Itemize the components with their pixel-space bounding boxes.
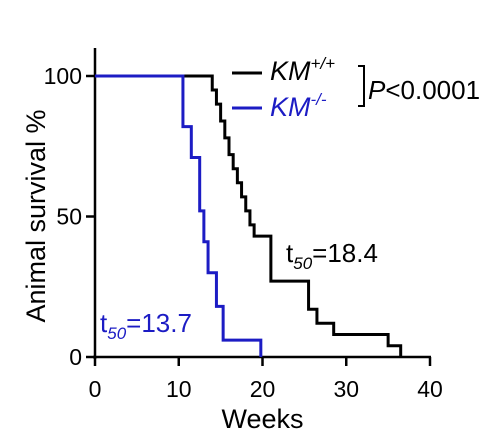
x-tick-label: 30 bbox=[333, 376, 359, 402]
legend-label-km-ko: KM-/- bbox=[270, 90, 327, 122]
series-layer bbox=[95, 74, 403, 357]
x-tick-label: 40 bbox=[417, 376, 443, 402]
labels-layer: Weeks Animal survival % KM+/+ KM-/- P<0.0001… bbox=[21, 54, 480, 434]
y-axis-title: Animal survival % bbox=[21, 109, 51, 322]
t50-label-km-ko: t50=13.7 bbox=[100, 308, 192, 343]
y-tick-label: 100 bbox=[44, 63, 82, 89]
legend-label-km-wt: KM+/+ bbox=[270, 54, 335, 86]
series-line-km-wt bbox=[95, 74, 403, 357]
x-tick-label: 0 bbox=[89, 376, 102, 402]
t50-label-km-wt: t50=18.4 bbox=[286, 238, 378, 273]
y-tick-label: 50 bbox=[56, 204, 82, 230]
axes: 0 10 20 30 40 0 50 100 bbox=[44, 48, 443, 402]
x-tick-label: 20 bbox=[250, 376, 276, 402]
y-tick-label: 0 bbox=[69, 344, 82, 370]
x-axis-title: Weeks bbox=[221, 404, 303, 434]
x-tick-label: 10 bbox=[166, 376, 192, 402]
p-value-label: P<0.0001 bbox=[368, 75, 480, 105]
series-line-km-ko bbox=[95, 74, 263, 357]
significance-bracket bbox=[358, 65, 365, 107]
